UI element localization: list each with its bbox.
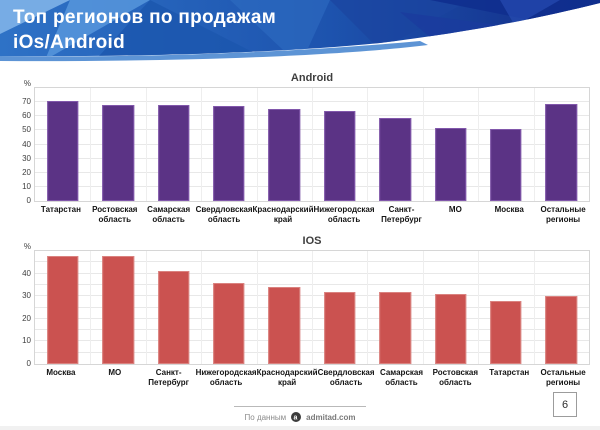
bar-Санкт-Петербург	[157, 271, 190, 364]
bar-Самарская область	[379, 291, 411, 364]
bar-Нижегородская область	[323, 110, 356, 201]
footer-divider	[234, 406, 366, 407]
header-banner: Топ регионов по продажам iOs/Android	[0, 0, 600, 66]
y-axis-tick-label: 50	[22, 125, 31, 135]
bar-Свердловская область	[323, 291, 356, 364]
x-axis-label: МО	[448, 205, 462, 214]
chart-ios-x-axis-labels: Москва МО Санкт-Петербург Нижегородская обл…	[34, 368, 590, 387]
bar-МО	[102, 255, 134, 364]
bar-Краснодарский край	[268, 287, 301, 364]
category-separator	[422, 251, 424, 364]
y-axis-tick-label: 40	[22, 268, 31, 278]
category-separator	[256, 251, 258, 364]
y-axis-tick-label: 0	[26, 359, 31, 368]
chart-android-title: Android	[290, 72, 334, 84]
page-title: Топ регионов по продажам iOs/Android	[13, 5, 276, 55]
category-separator	[145, 251, 147, 364]
y-axis-tick-label: 70	[22, 97, 31, 107]
y-axis-tick-label: 30	[22, 153, 31, 163]
x-axis-label: МО	[108, 368, 122, 377]
x-axis-label: Свердловская область	[317, 368, 375, 387]
category-separator	[422, 88, 424, 201]
bar-Ростовская область	[434, 293, 467, 364]
chart-android-plot-area: % 0 10 20 30 40 50 60 70	[22, 79, 590, 205]
x-axis-label: Самарская область	[147, 205, 191, 224]
y-axis-tick-label: 10	[22, 336, 31, 346]
admitad-logo-icon: a	[291, 412, 302, 422]
page-title-line2: iOs/Android	[13, 32, 126, 53]
chart-ios: IOS % 0 10 20 30 40 Москва МО Санкт-Петербург Н…	[10, 235, 590, 387]
page-title-line1: Топ регионов по продажам	[13, 7, 277, 28]
bar-Татарстан	[46, 100, 79, 201]
category-separator	[312, 88, 313, 201]
x-axis-label: Санкт-Петербург	[148, 368, 189, 387]
bar-Санкт-Петербург	[379, 117, 411, 201]
bar-Татарстан	[490, 300, 522, 364]
x-axis-label: Нижегородская область	[195, 368, 257, 387]
bar-Ростовская область	[102, 104, 134, 201]
category-separator	[478, 88, 480, 201]
y-axis-tick-label: 20	[22, 167, 31, 177]
bar-МО	[434, 127, 467, 201]
x-axis-label: Татарстан	[40, 205, 81, 214]
y-axis-unit-label: %	[23, 242, 31, 251]
page-number: 6	[553, 392, 577, 417]
category-separator	[201, 251, 203, 364]
x-axis-label: Ростовская область	[432, 368, 479, 387]
chart-ios-title: IOS	[302, 235, 322, 247]
y-axis-tick-label: 20	[22, 313, 31, 323]
x-axis-label: Нижегородская область	[313, 205, 375, 224]
x-axis-label: Санкт-Петербург	[381, 205, 422, 224]
x-axis-label: Москва	[46, 368, 76, 377]
x-axis-label: Свердловская область	[195, 205, 253, 224]
x-axis-label: Остальные регионы	[540, 368, 586, 387]
x-axis-label: Москва	[494, 205, 524, 214]
bar-Свердловская область	[213, 106, 245, 201]
bar-Самарская область	[157, 104, 190, 201]
chart-ios-plot-area: % 0 10 20 30 40	[22, 242, 590, 368]
bar-Нижегородская область	[213, 282, 245, 364]
footer-source-prefix: По данным	[244, 412, 287, 422]
y-axis-tick-label: 30	[22, 291, 31, 301]
banner-polygon-art	[0, 0, 600, 62]
category-separator	[145, 88, 147, 201]
category-separator	[312, 251, 313, 364]
category-separator	[533, 88, 535, 201]
bar-Краснодарский край	[268, 109, 301, 201]
y-axis-tick-label: 10	[22, 181, 31, 191]
bar-Остальные регионы	[545, 296, 578, 364]
category-separator	[533, 251, 535, 364]
x-axis-label: Самарская область	[379, 368, 424, 387]
footer-source: По данным a admitad.com	[234, 412, 366, 422]
footer: По данным a admitad.com	[234, 406, 366, 422]
bottom-strip	[0, 426, 600, 430]
bar-Москва	[46, 255, 79, 364]
category-separator	[201, 88, 203, 201]
category-separator	[256, 88, 258, 201]
x-axis-label: Татарстан	[489, 368, 530, 377]
y-axis-tick-label: 60	[22, 111, 31, 121]
category-separator	[367, 88, 369, 201]
bar-Москва	[490, 128, 522, 201]
x-axis-label: Краснодарский край	[256, 368, 318, 387]
y-axis-tick-label: 40	[22, 139, 31, 149]
chart-android-x-axis-labels: Татарстан Ростовская область Самарская обл…	[34, 205, 590, 224]
category-separator	[90, 88, 92, 201]
y-axis-unit-label: %	[23, 79, 31, 88]
x-axis-label: Ростовская область	[92, 205, 138, 224]
category-separator	[90, 251, 92, 364]
category-separator	[367, 251, 369, 364]
svg-text:a: a	[294, 415, 298, 422]
x-axis-label: Остальные регионы	[540, 205, 586, 224]
y-axis-tick-label: 0	[26, 196, 31, 205]
footer-source-name: admitad.com	[306, 412, 356, 422]
chart-android: Android % 0 10 20 30 40 50 60 70 Татарстан Росто…	[10, 72, 590, 224]
x-axis-label: Краснодарский край	[252, 205, 314, 224]
category-separator	[478, 251, 480, 364]
bar-Остальные регионы	[545, 103, 578, 201]
